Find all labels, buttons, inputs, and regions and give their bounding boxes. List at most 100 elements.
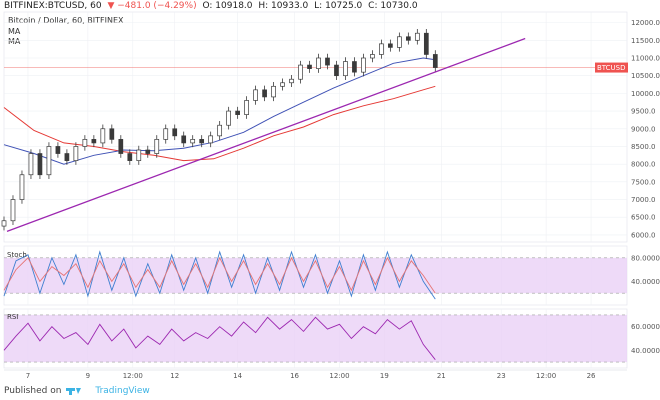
x-axis-tick: 14 <box>233 372 242 380</box>
candle <box>307 60 312 73</box>
stoch-band <box>4 257 627 294</box>
candle <box>244 96 249 119</box>
stoch-axis-tick: 80.0000 <box>631 254 660 262</box>
candle <box>289 74 294 88</box>
price-axis-tick: 11500.0 <box>631 37 660 45</box>
price-axis-tick: 6000.0 <box>631 231 656 239</box>
x-axis-tick: 23 <box>497 372 506 380</box>
rsi-axis-tick: 40.0000 <box>631 347 660 355</box>
candle <box>414 28 420 45</box>
candle <box>91 135 97 148</box>
candle <box>64 149 70 165</box>
rsi-rsi-line <box>3 316 436 360</box>
candle <box>280 78 285 91</box>
candle <box>190 135 196 148</box>
published-on-text: Published on <box>4 386 62 396</box>
candle <box>262 85 267 102</box>
candle <box>46 142 52 180</box>
rsi-pane-title: RSI <box>7 313 19 321</box>
x-axis-tick: 12:00 <box>536 372 556 380</box>
candle <box>432 50 438 72</box>
x-axis-tick: 12:00 <box>123 372 143 380</box>
candle <box>343 57 348 80</box>
change-label: ▼ −481.0 (−4.29%) <box>107 1 197 11</box>
high-label: H: 10933.0 <box>258 1 309 11</box>
candle <box>298 60 303 84</box>
price-axis-tick: 8000.0 <box>631 161 656 169</box>
candle <box>154 135 160 158</box>
price-axis-tick: 7500.0 <box>631 178 656 186</box>
candle <box>19 170 25 204</box>
candle <box>334 60 339 80</box>
candle <box>1 216 7 231</box>
price-pane-frame <box>3 11 628 243</box>
legend-title: Bitcoin / Dollar, 60, BITFINEX <box>8 16 124 25</box>
open-label: O: 10918.0 <box>202 1 253 11</box>
symbol-header: BITFINEX:BTCUSD, 60 ▼ −481.0 (−4.29%) O:… <box>4 1 421 11</box>
x-axis-tick: 16 <box>290 372 299 380</box>
footer: Published on TradingView <box>4 386 150 396</box>
candle <box>325 53 330 70</box>
candle <box>226 106 231 130</box>
candle <box>388 39 393 52</box>
candle <box>73 142 79 165</box>
candle <box>109 124 115 144</box>
candle <box>352 57 357 77</box>
x-axis-tick: 12:00 <box>329 372 349 380</box>
candle <box>361 53 366 77</box>
ma-fast-line <box>3 57 436 165</box>
ma-slow-line <box>3 85 436 162</box>
candle <box>100 124 106 148</box>
candle <box>370 50 375 63</box>
trendline <box>6 37 526 233</box>
rsi-band <box>4 314 627 363</box>
candle <box>217 120 223 141</box>
symbol-label: BITFINEX:BTCUSD, 60 <box>4 1 102 11</box>
candle <box>208 131 214 148</box>
candle <box>37 149 43 180</box>
legend-ma-slow: MA <box>8 37 21 46</box>
x-axis-tick: 21 <box>437 372 446 380</box>
candle <box>181 131 187 148</box>
stoch-axis-tick: 40.0000 <box>631 278 660 286</box>
candle <box>82 135 88 151</box>
tradingview-logo-icon <box>66 388 82 395</box>
x-axis-tick: 26 <box>587 372 596 380</box>
candle <box>163 124 169 144</box>
candle <box>127 149 133 165</box>
x-axis-tick: 19 <box>380 372 389 380</box>
last-price-label: BTCUSD <box>597 64 626 72</box>
price-axis-tick: 6500.0 <box>631 214 656 222</box>
candle <box>118 135 124 158</box>
stoch-stoch_d-line <box>3 256 436 294</box>
price-axis-tick: 9000.0 <box>631 125 656 133</box>
legend-ma-fast: MA <box>8 27 21 36</box>
price-axis-tick: 8500.0 <box>631 143 656 151</box>
price-axis-tick: 10500.0 <box>631 72 660 80</box>
candle <box>145 145 151 158</box>
candle <box>397 32 402 52</box>
candle <box>28 149 34 180</box>
tradingview-link[interactable]: TradingView <box>95 386 150 396</box>
candle <box>253 85 258 105</box>
price-axis-tick: 11000.0 <box>631 55 660 63</box>
candle <box>136 145 142 165</box>
candle <box>172 124 178 141</box>
low-label: L: 10725.0 <box>314 1 363 11</box>
candle <box>379 39 384 59</box>
candle <box>271 82 276 102</box>
x-axis-tick: 12 <box>170 372 179 380</box>
stoch-pane-title: Stoch <box>7 251 27 259</box>
candle <box>199 135 205 148</box>
price-axis-tick: 10000.0 <box>631 90 660 98</box>
price-axis-tick: 12000.0 <box>631 19 660 27</box>
stoch-stoch_k-line <box>3 250 436 300</box>
close-label: C: 10730.0 <box>368 1 418 11</box>
candle <box>423 28 429 59</box>
candle <box>406 32 411 45</box>
candle <box>55 142 61 158</box>
candle <box>10 195 16 226</box>
price-axis-tick: 9500.0 <box>631 108 656 116</box>
